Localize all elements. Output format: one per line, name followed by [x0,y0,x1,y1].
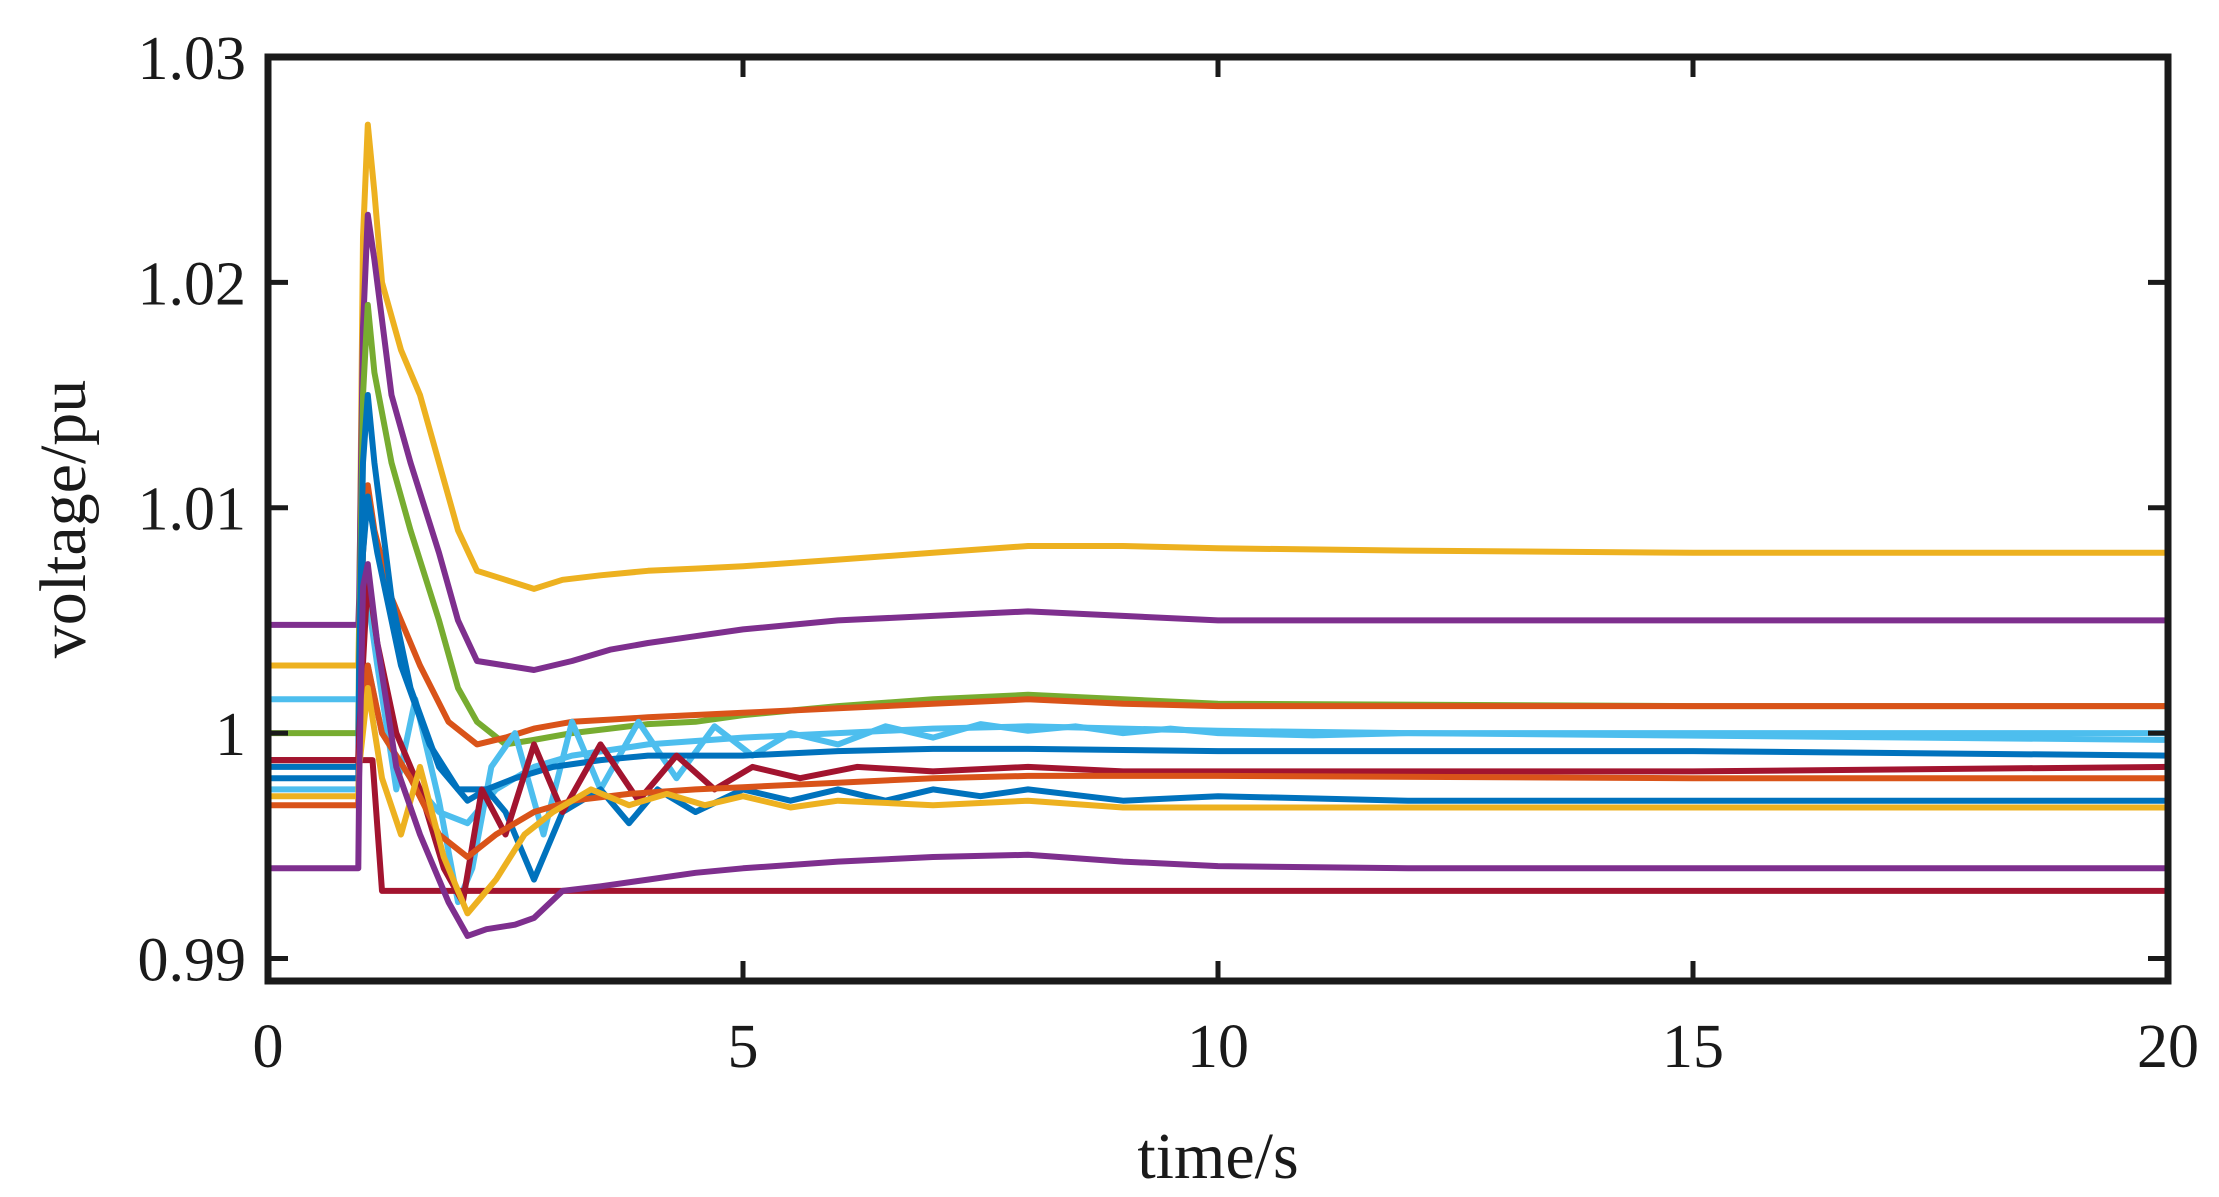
x-axis-label: time/s [1137,1120,1298,1193]
series-line-2 [265,211,2171,673]
plot-frame [264,53,2172,985]
y-tick-label-2: 1.01 [138,476,247,544]
y-tick-label-0: 0.99 [138,926,247,994]
series-line-12 [265,685,2171,917]
tick-labels-layer: 0 5 10 15 20 0.99 1 1.01 1.02 1.03 [138,25,2200,1081]
x-tick-label-2: 10 [1187,1013,1249,1081]
y-tick-label-4: 1.03 [138,25,247,93]
series-line-13 [265,561,2171,939]
ticks-layer [265,54,2171,981]
x-tick-label-3: 15 [1662,1013,1724,1081]
series-line-1 [265,121,2171,669]
series-line-11 [265,662,2171,860]
y-tick-label-3: 1.02 [138,250,247,318]
x-tick-label-4: 20 [2137,1013,2199,1081]
series-layer [265,121,2171,939]
series-line-8 [265,493,2171,793]
series-line-3 [265,301,2171,748]
series-line-7 [265,392,2171,883]
x-tick-label-0: 0 [253,1013,284,1081]
x-tick-label-1: 5 [728,1013,759,1081]
y-axis-label: voltage/pu [27,380,100,659]
y-tick-label-1: 1 [215,701,246,769]
